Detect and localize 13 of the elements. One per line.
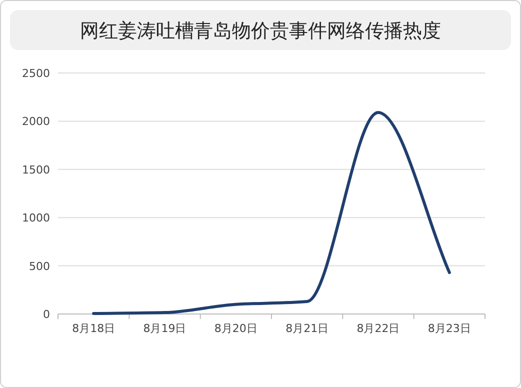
x-tick-label: 8月21日 [286,322,329,335]
y-tick-label: 1000 [22,212,50,225]
y-tick-label: 0 [43,308,50,321]
chart-title: 网红姜涛吐槽青岛物价贵事件网络传播热度 [80,20,441,42]
x-tick-label: 8月20日 [214,322,258,335]
x-tick-label: 8月19日 [143,322,186,335]
y-tick-label: 2500 [22,67,50,80]
y-tick-label: 500 [29,260,50,273]
y-tick-label: 1500 [22,163,50,176]
x-tick-label: 8月22日 [356,322,400,335]
x-tick-label: 8月18日 [72,322,116,335]
x-tick-label: 8月23日 [428,322,471,335]
y-tick-label: 2000 [22,115,50,128]
